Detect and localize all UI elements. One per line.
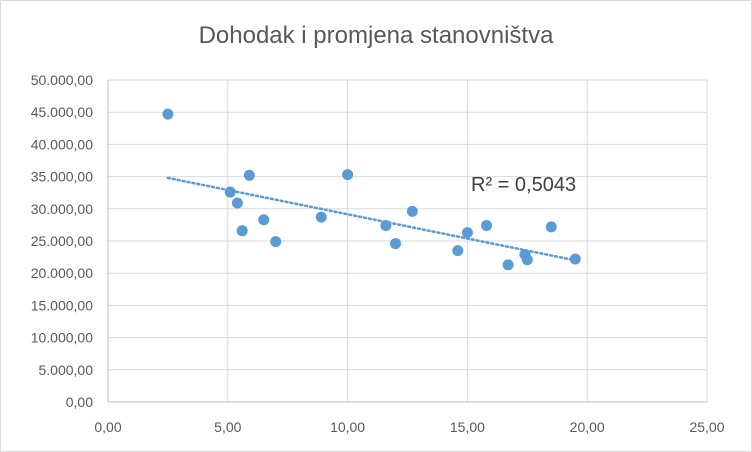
data-point: [406, 205, 418, 217]
y-tick-label: 50.000,00: [31, 72, 93, 88]
grid: [108, 79, 708, 402]
data-point: [390, 238, 402, 250]
data-point: [236, 225, 248, 237]
y-tick-label: 10.000,00: [31, 330, 93, 346]
data-point: [481, 220, 493, 232]
y-tick-label: 20.000,00: [31, 265, 93, 281]
data-point: [461, 227, 473, 239]
data-points: [162, 108, 581, 271]
y-tick-label: 15.000,00: [31, 297, 93, 313]
data-point: [452, 245, 464, 257]
x-tick-label: 25,00: [689, 419, 724, 435]
data-point: [342, 169, 354, 181]
data-point: [545, 221, 557, 233]
y-tick-label: 25.000,00: [31, 233, 93, 249]
data-point: [224, 186, 236, 198]
x-tick-label: 20,00: [570, 419, 605, 435]
trendline: [166, 176, 577, 262]
chart-title: Dohodak i promjena stanovništva: [199, 22, 555, 49]
x-axis-tick-labels: 0,00 5,00 10,00 15,00 20,00 25,00: [94, 419, 724, 435]
data-point: [243, 169, 255, 181]
y-tick-label: 35.000,00: [31, 169, 93, 185]
r-squared-label: R² = 0,5043: [471, 174, 576, 196]
data-point: [502, 259, 514, 271]
data-point: [569, 253, 581, 265]
data-point: [270, 236, 282, 248]
y-axis-tick-labels: 0,00 5.000,00 10.000,00 15.000,00 20.000,00 2…: [31, 72, 94, 410]
y-tick-label: 45.000,00: [31, 104, 93, 120]
trendline-group: [166, 176, 577, 262]
y-tick-label: 0,00: [66, 394, 93, 410]
y-tick-label: 30.000,00: [31, 201, 93, 217]
x-tick-label: 5,00: [214, 419, 241, 435]
y-tick-label: 40.000,00: [31, 136, 93, 152]
axes: [107, 80, 707, 403]
y-tick-label: 5.000,00: [39, 362, 94, 378]
data-point: [231, 197, 243, 209]
x-tick-label: 0,00: [94, 419, 121, 435]
data-point: [521, 254, 533, 266]
data-point: [258, 214, 270, 226]
data-point: [162, 108, 174, 120]
x-tick-label: 15,00: [450, 419, 485, 435]
data-point: [380, 220, 392, 232]
x-tick-label: 10,00: [330, 419, 365, 435]
data-point: [315, 211, 327, 223]
